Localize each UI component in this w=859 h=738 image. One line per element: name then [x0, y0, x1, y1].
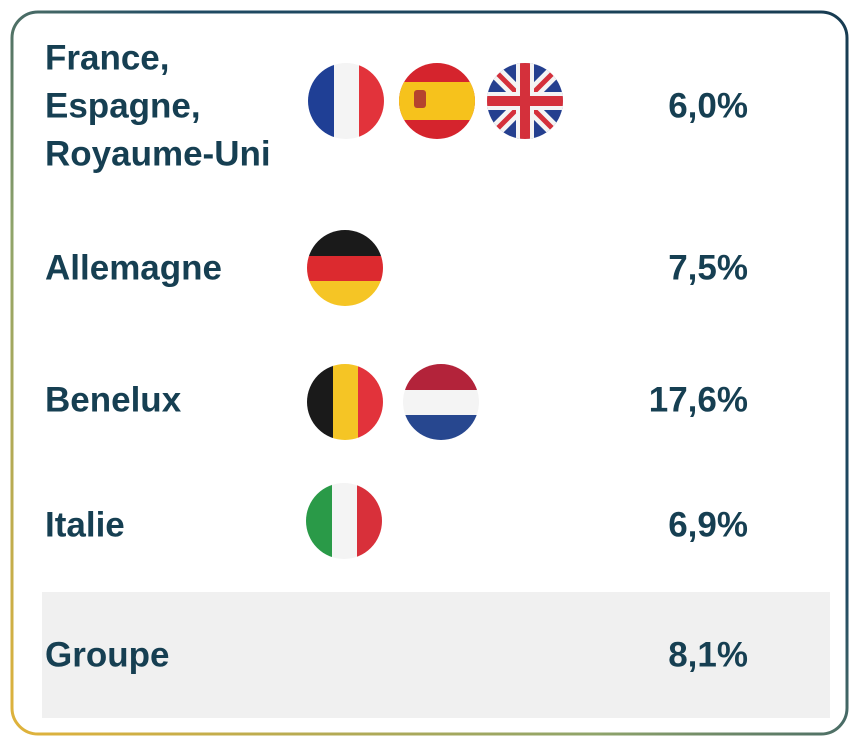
row-value: 6,9%: [668, 505, 748, 544]
row-label: Benelux: [45, 380, 182, 419]
flag-france: [308, 63, 384, 139]
row-value: 17,6%: [649, 380, 748, 419]
flag-spain: [399, 63, 475, 139]
row-label: Allemagne: [45, 248, 222, 287]
total-row-background: [42, 592, 830, 718]
row-value: 7,5%: [668, 248, 748, 287]
row-label: France,: [45, 38, 170, 77]
row-label: Groupe: [45, 635, 169, 674]
row-label: Italie: [45, 505, 125, 544]
row-label: Espagne,: [45, 86, 201, 125]
flag-united-kingdom: [487, 63, 563, 139]
row-label: Royaume-Uni: [45, 134, 271, 173]
row-value: 8,1%: [668, 635, 748, 674]
row-value: 6,0%: [668, 86, 748, 125]
